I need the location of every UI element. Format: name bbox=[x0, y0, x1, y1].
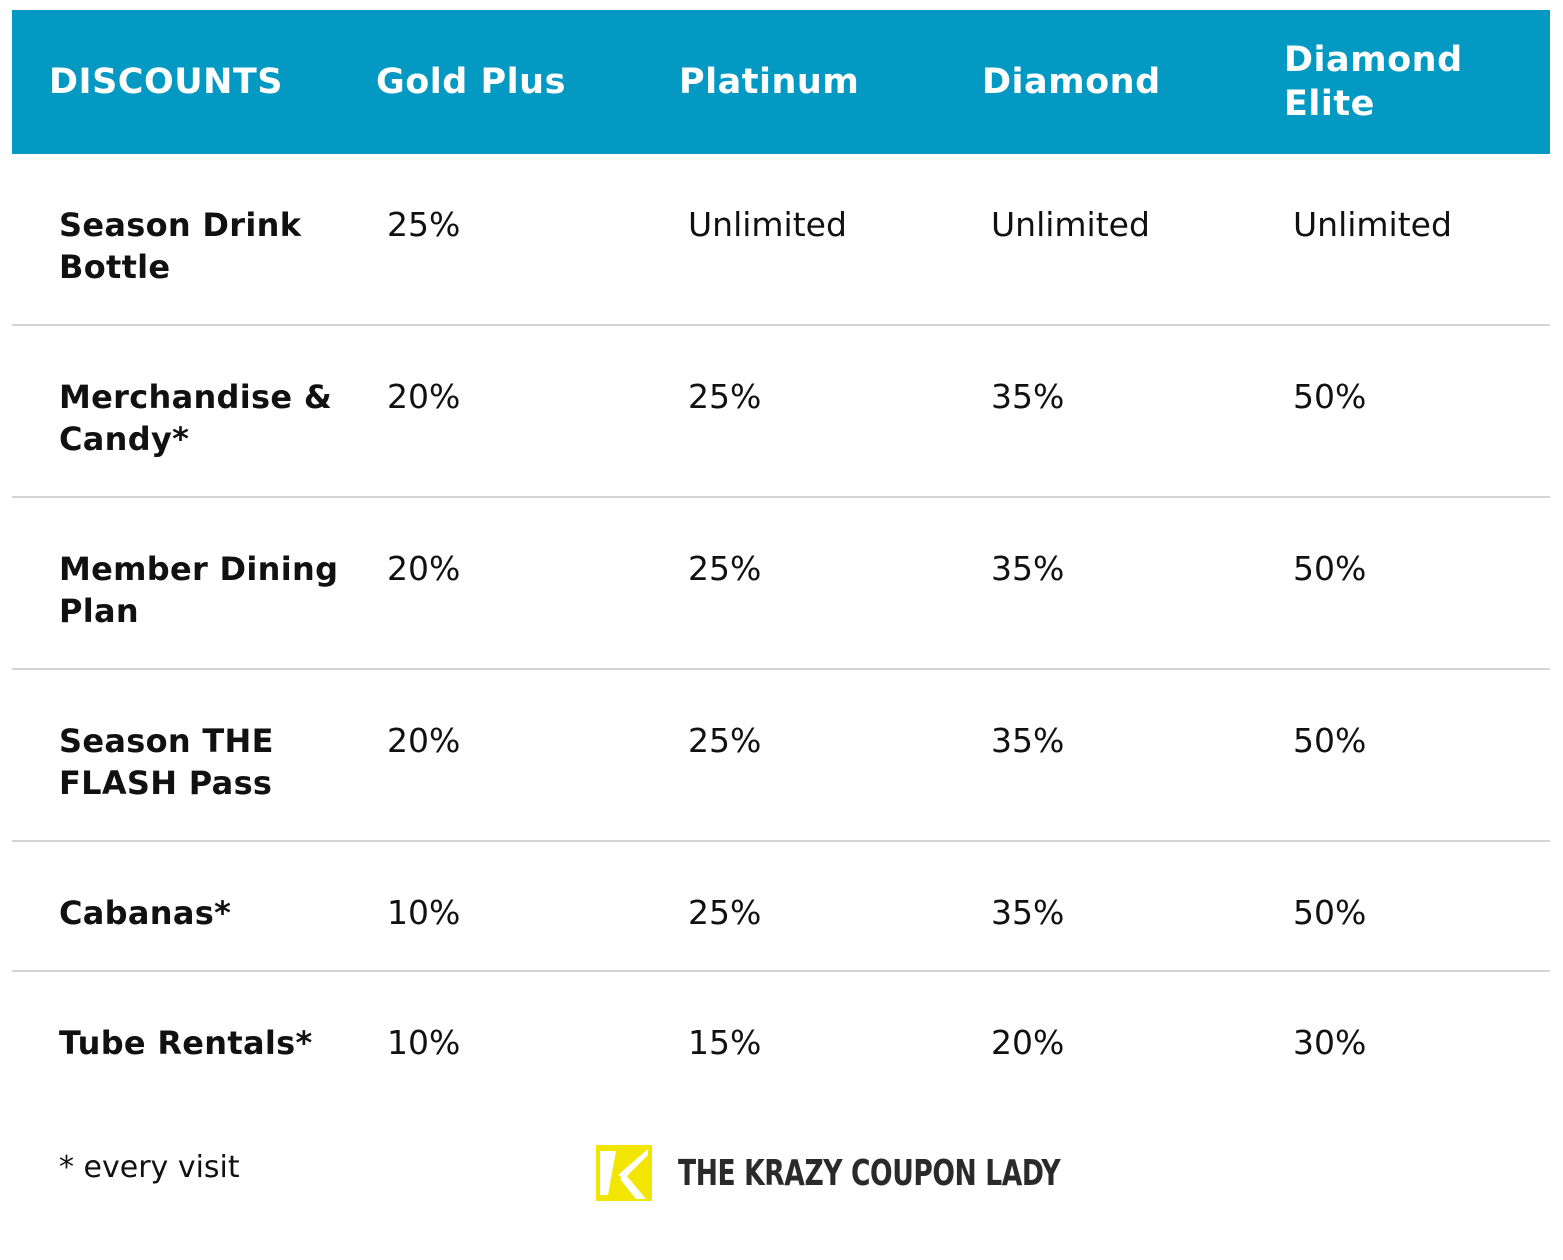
table-row: Season Drink Bottle 25% Unlimited Unlimi… bbox=[12, 154, 1550, 326]
diamond-value: 35% bbox=[991, 893, 1065, 932]
table-row: Tube Rentals* 10% 15% 20% 30% bbox=[12, 972, 1550, 1102]
row-label: Tube Rentals* bbox=[59, 1024, 313, 1062]
header-platinum: Platinum bbox=[679, 62, 860, 102]
gold-plus-value: 25% bbox=[387, 205, 461, 244]
diamond-elite-value: 50% bbox=[1293, 893, 1367, 932]
header-diamond-elite: Diamond Elite bbox=[1284, 40, 1463, 124]
header-discounts: DISCOUNTS bbox=[49, 62, 284, 102]
gold-plus-value: 10% bbox=[387, 893, 461, 932]
diamond-elite-value: 30% bbox=[1293, 1023, 1367, 1062]
brand-name: THE KRAZY COUPON LADY bbox=[678, 1152, 1061, 1194]
diamond-value: Unlimited bbox=[991, 205, 1150, 244]
diamond-elite-value: 50% bbox=[1293, 377, 1367, 416]
diamond-value: 20% bbox=[991, 1023, 1065, 1062]
row-label: Merchandise & Candy* bbox=[59, 378, 333, 458]
gold-plus-value: 20% bbox=[387, 549, 461, 588]
platinum-value: 25% bbox=[688, 721, 762, 760]
discounts-table: DISCOUNTS Gold Plus Platinum Diamond Dia… bbox=[12, 10, 1550, 1102]
table-row: Member Dining Plan 20% 25% 35% 50% bbox=[12, 498, 1550, 670]
platinum-value: Unlimited bbox=[688, 205, 847, 244]
table-row: Season THE FLASH Pass 20% 25% 35% 50% bbox=[12, 670, 1550, 842]
diamond-value: 35% bbox=[991, 721, 1065, 760]
diamond-elite-value: 50% bbox=[1293, 549, 1367, 588]
platinum-value: 25% bbox=[688, 377, 762, 416]
diamond-elite-value: Unlimited bbox=[1293, 205, 1452, 244]
header-diamond: Diamond bbox=[982, 62, 1161, 102]
table-row: Cabanas* 10% 25% 35% 50% bbox=[12, 842, 1550, 972]
platinum-value: 25% bbox=[688, 549, 762, 588]
table-header: DISCOUNTS Gold Plus Platinum Diamond Dia… bbox=[12, 10, 1550, 154]
row-label: Member Dining Plan bbox=[59, 550, 339, 630]
gold-plus-value: 10% bbox=[387, 1023, 461, 1062]
brand-logo: THE KRAZY COUPON LADY bbox=[596, 1145, 1144, 1201]
platinum-value: 25% bbox=[688, 893, 762, 932]
row-label: Season THE FLASH Pass bbox=[59, 722, 274, 802]
platinum-value: 15% bbox=[688, 1023, 762, 1062]
diamond-value: 35% bbox=[991, 377, 1065, 416]
gold-plus-value: 20% bbox=[387, 721, 461, 760]
row-label: Cabanas* bbox=[59, 894, 232, 932]
row-label: Season Drink Bottle bbox=[59, 206, 302, 286]
diamond-value: 35% bbox=[991, 549, 1065, 588]
header-gold-plus: Gold Plus bbox=[376, 62, 566, 102]
krazy-coupon-lady-k-logo-icon bbox=[596, 1145, 652, 1201]
gold-plus-value: 20% bbox=[387, 377, 461, 416]
diamond-elite-value: 50% bbox=[1293, 721, 1367, 760]
footnote: * every visit bbox=[59, 1150, 240, 1185]
table-row: Merchandise & Candy* 20% 25% 35% 50% bbox=[12, 326, 1550, 498]
